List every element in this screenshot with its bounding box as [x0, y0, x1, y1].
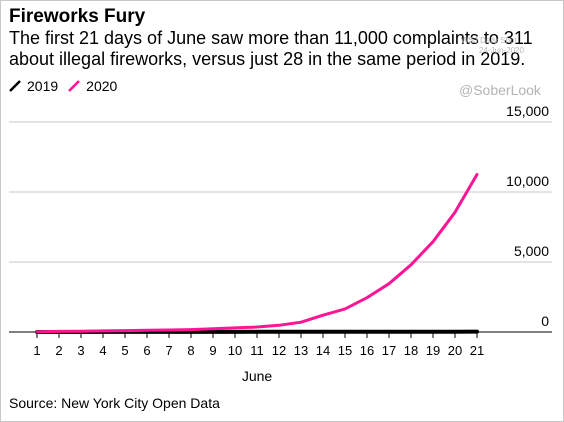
y-tick-label: 0: [541, 313, 549, 329]
x-tick-label: 21: [470, 343, 484, 358]
x-tick-label: 20: [448, 343, 462, 358]
legend: 2019 2020: [9, 78, 127, 94]
x-tick-label: 14: [316, 343, 330, 358]
y-tick-label: 5,000: [514, 243, 549, 259]
x-tick-label: 17: [382, 343, 396, 358]
watermark-shot-line2: 24-Jun-2020: [479, 46, 524, 55]
legend-label-2019: 2019: [27, 78, 59, 94]
x-tick-label: 19: [426, 343, 440, 358]
chart-subtitle: The first 21 days of June saw more than …: [9, 28, 533, 69]
legend-swatch-2019: [9, 80, 21, 92]
watermark-handle: @SoberLook: [459, 82, 541, 98]
x-tick-label: 6: [143, 343, 150, 358]
y-tick-label: 15,000: [506, 103, 549, 119]
y-tick-label: 10,000: [506, 173, 549, 189]
x-tick-label: 8: [187, 343, 194, 358]
x-tick-label: 3: [77, 343, 84, 358]
x-tick-label: 15: [338, 343, 352, 358]
x-tick-label: 5: [121, 343, 128, 358]
x-tick-label: 7: [165, 343, 172, 358]
x-axis-title: June: [242, 368, 273, 384]
series-line-2020: [35, 173, 479, 334]
x-tick-label: 4: [99, 343, 106, 358]
x-tick-label: 10: [228, 343, 242, 358]
x-tick-label: 2: [55, 343, 62, 358]
legend-item-2020: 2020: [68, 78, 117, 94]
source-note: Source: New York City Open Data: [9, 395, 220, 411]
x-tick-label: 18: [404, 343, 418, 358]
watermark-daily-shot: WSJ Daily Shot 24-Jun-2020: [455, 36, 524, 56]
legend-label-2020: 2020: [86, 78, 118, 94]
x-tick-label: 11: [250, 343, 264, 358]
watermark-shot-line1: WSJ Daily Shot: [461, 36, 517, 45]
x-tick-label: 16: [360, 343, 374, 358]
legend-item-2019: 2019: [9, 78, 58, 94]
legend-swatch-2020: [68, 80, 81, 92]
x-tick-label: 12: [272, 343, 286, 358]
x-tick-label: 1: [33, 343, 40, 358]
x-tick-label: 13: [294, 343, 308, 358]
x-tick-label: 9: [209, 343, 216, 358]
chart-title: Fireworks Fury: [9, 6, 146, 27]
